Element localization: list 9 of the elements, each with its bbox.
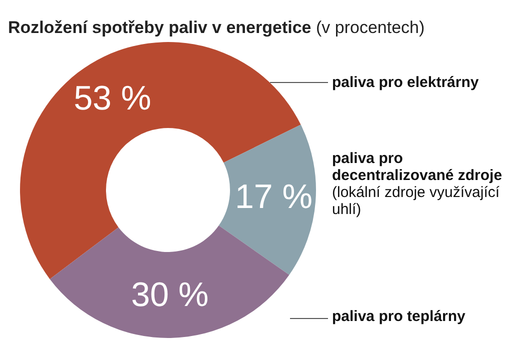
- slice-label: paliva pro decentralizované zdroje (lokální zdroje využívající uhlí): [332, 150, 502, 218]
- slice-label: paliva pro elektrárny: [332, 74, 479, 91]
- donut-slice: [218, 124, 316, 275]
- slice-label: paliva pro teplárny: [332, 308, 466, 325]
- data-label: 17 %: [234, 178, 312, 216]
- data-label: 30 %: [131, 276, 209, 314]
- donut-slice: [50, 226, 290, 338]
- data-label: 53 %: [74, 80, 152, 118]
- chart-title: Rozložení spotřeby paliv v energetice (v procentech): [8, 18, 425, 37]
